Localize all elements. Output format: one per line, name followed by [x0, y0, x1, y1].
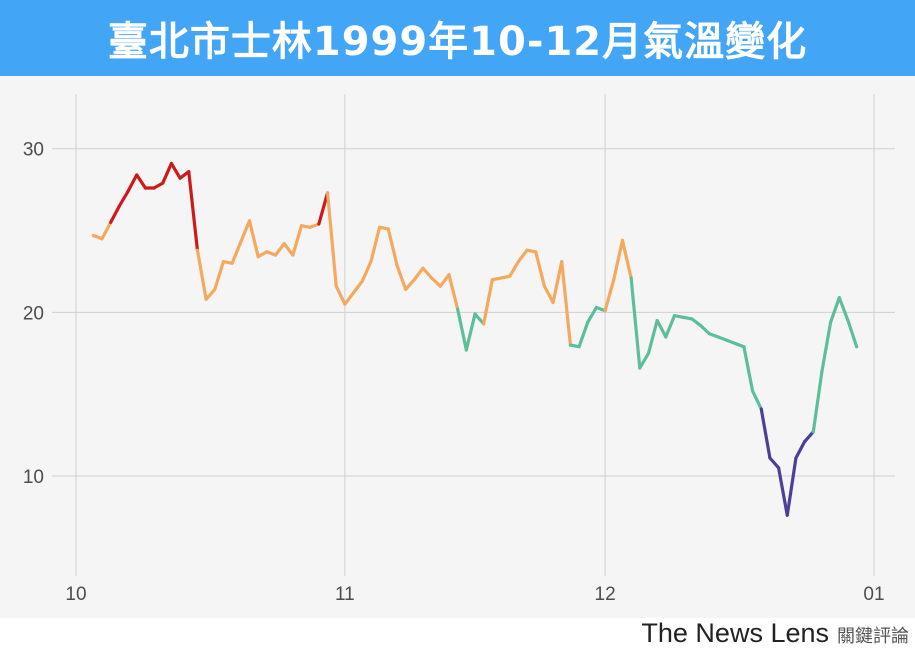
- temperature-segment: [456, 307, 468, 352]
- temperature-segment: [742, 345, 755, 393]
- temperature-segment: [586, 305, 599, 324]
- temperature-segment: [750, 389, 763, 411]
- temperature-segment: [560, 260, 573, 347]
- temperature-segment: [577, 320, 590, 349]
- temperature-segment: [690, 317, 703, 328]
- temperature-segment: [317, 191, 330, 226]
- temperature-line-chart: 10 11 12 01 10 20 30: [23, 94, 895, 605]
- temperature-segment: [837, 296, 850, 323]
- temperature-segment: [100, 220, 113, 241]
- y-tick-label: 20: [23, 303, 44, 324]
- temperature-segment: [803, 430, 815, 444]
- temperature-segment: [846, 318, 859, 349]
- temperature-segment: [334, 284, 347, 306]
- temperature-segment: [395, 263, 408, 292]
- temperature-segment: [386, 227, 399, 267]
- temperature-segment: [291, 224, 304, 257]
- temperature-segment: [698, 323, 711, 336]
- temperature-segment: [620, 238, 633, 280]
- temperature-segment: [325, 191, 338, 288]
- temperature-segment: [447, 273, 460, 311]
- temperature-series: [91, 161, 859, 517]
- temperature-segment: [508, 260, 520, 278]
- temperature-segment: [664, 314, 677, 339]
- temperature-segment: [421, 266, 434, 280]
- temperature-segment: [464, 312, 477, 352]
- brand-name: The News Lens: [641, 618, 829, 648]
- temperature-segment: [152, 181, 165, 190]
- temperature-segment: [247, 219, 260, 259]
- brand-logo: The News Lens 關鍵評論: [641, 618, 909, 654]
- temperature-segment: [360, 260, 373, 283]
- temperature-segment: [239, 219, 252, 244]
- temperature-segment: [482, 278, 494, 326]
- temperature-segment: [135, 173, 147, 190]
- temperature-segment: [516, 248, 529, 264]
- temperature-segment: [759, 407, 772, 460]
- temperature-segment: [169, 161, 182, 180]
- temperature-segment: [195, 248, 208, 301]
- temperature-segment: [646, 318, 659, 355]
- temperature-segment: [404, 278, 416, 292]
- chart-title: 臺北市士林1999年10-12月氣溫變化: [107, 19, 808, 65]
- temperature-segment: [629, 276, 642, 370]
- temperature-segment: [187, 170, 200, 252]
- temperature-segment: [412, 266, 425, 282]
- temperature-segment: [551, 260, 564, 305]
- temperature-segment: [776, 466, 789, 517]
- temperature-segment: [126, 173, 139, 193]
- temperature-segment: [820, 320, 833, 373]
- temperature-segment: [785, 456, 798, 517]
- temperature-segment: [117, 189, 130, 208]
- temperature-segment: [213, 260, 226, 292]
- temperature-segment: [794, 440, 807, 460]
- temperature-segment: [273, 242, 286, 257]
- y-tick-label: 10: [23, 467, 44, 488]
- temperature-segment: [109, 204, 121, 224]
- temperature-segment: [351, 279, 364, 295]
- title-bar: 臺北市士林1999年10-12月氣溫變化: [0, 0, 915, 76]
- temperature-segment: [430, 276, 442, 288]
- grid-lines: [52, 94, 895, 576]
- x-tick-label: 01: [863, 584, 884, 605]
- temperature-segment: [204, 287, 217, 301]
- temperature-segment: [438, 273, 451, 288]
- temperature-segment: [534, 250, 546, 288]
- temperature-segment: [811, 369, 824, 434]
- temperature-segment: [473, 312, 486, 326]
- temperature-segment: [603, 278, 616, 313]
- axis-tick-labels: 10 11 12 01 10 20 30: [23, 140, 885, 605]
- chart-panel: 10 11 12 01 10 20 30: [0, 76, 915, 618]
- x-tick-label: 11: [335, 584, 355, 605]
- temperature-segment: [256, 250, 269, 259]
- temperature-segment: [230, 240, 243, 265]
- temperature-segment: [612, 238, 625, 282]
- brand-name-cjk: 關鍵評論: [837, 626, 909, 647]
- x-tick-label: 12: [595, 584, 616, 605]
- temperature-segment: [542, 284, 555, 305]
- temperature-segment: [829, 296, 841, 324]
- temperature-segment: [768, 456, 781, 470]
- y-tick-label: 30: [23, 140, 44, 161]
- temperature-segment: [638, 351, 651, 370]
- temperature-segment: [655, 318, 668, 339]
- x-tick-label: 10: [65, 584, 86, 605]
- temperature-segment: [343, 291, 356, 306]
- temperature-segment: [282, 242, 295, 257]
- temperature-segment: [369, 225, 382, 264]
- temperature-segment: [161, 161, 174, 185]
